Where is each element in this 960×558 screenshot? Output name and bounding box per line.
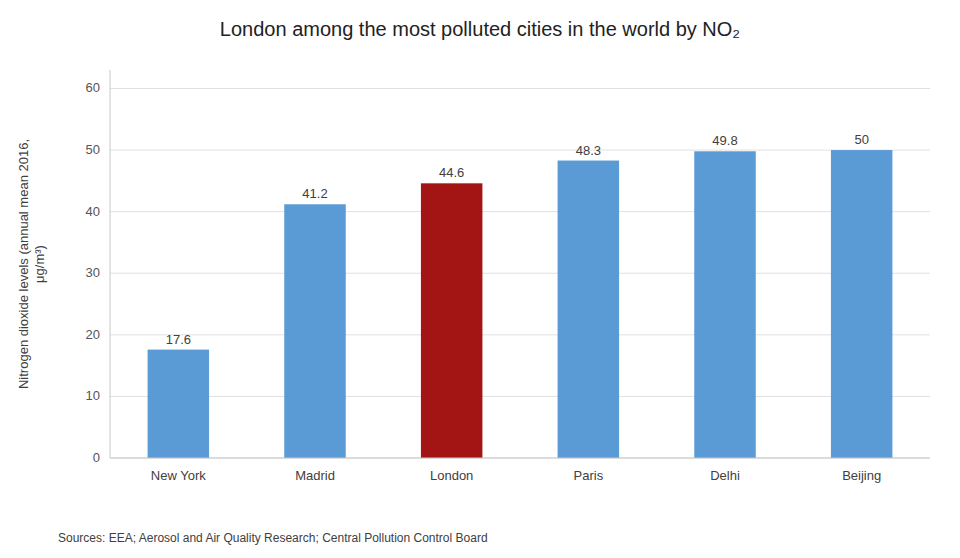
y-tick-label: 50 (86, 142, 100, 157)
y-tick-label: 10 (86, 388, 100, 403)
y-tick-label: 60 (86, 80, 100, 95)
data-label: 49.8 (712, 133, 737, 148)
grid (110, 88, 930, 458)
data-label: 50 (854, 132, 868, 147)
grid-line (110, 88, 930, 89)
bar (694, 151, 756, 458)
grid-line (110, 334, 930, 335)
bar (148, 350, 210, 458)
x-axis-line (110, 458, 930, 459)
y-tick-label: 0 (93, 450, 100, 465)
x-tick-label: Madrid (295, 468, 335, 483)
bar (421, 183, 483, 458)
bar (558, 161, 620, 458)
grid-line (110, 211, 930, 212)
y-tick-label: 30 (86, 265, 100, 280)
data-label: 48.3 (576, 143, 601, 158)
bars (148, 150, 893, 458)
y-axis-label-line: Nitrogen dioxide levels (annual mean 201… (16, 139, 31, 389)
data-label: 17.6 (166, 332, 191, 347)
x-tick-label: Delhi (710, 468, 740, 483)
grid-line (110, 150, 930, 151)
y-tick-label: 40 (86, 204, 100, 219)
bar (284, 204, 346, 458)
x-tick-label: New York (151, 468, 206, 483)
chart: London among the most polluted cities in… (0, 0, 960, 558)
source-note: Sources: EEA; Aerosol and Air Quality Re… (58, 531, 488, 545)
x-tick-label: Paris (574, 468, 604, 483)
grid-line (110, 458, 930, 459)
grid-line (110, 396, 930, 397)
bar (831, 150, 893, 458)
grid-line (110, 273, 930, 274)
y-axis-label: Nitrogen dioxide levels (annual mean 201… (16, 139, 47, 389)
x-tick-label: Beijing (842, 468, 881, 483)
title: London among the most polluted cities in… (220, 18, 740, 40)
x-tick-label: London (430, 468, 473, 483)
data-label: 41.2 (302, 186, 327, 201)
y-axis-label-line: μg/m³) (32, 245, 47, 283)
data-label: 44.6 (439, 165, 464, 180)
y-tick-label: 20 (86, 327, 100, 342)
y-axis-line (110, 70, 111, 458)
